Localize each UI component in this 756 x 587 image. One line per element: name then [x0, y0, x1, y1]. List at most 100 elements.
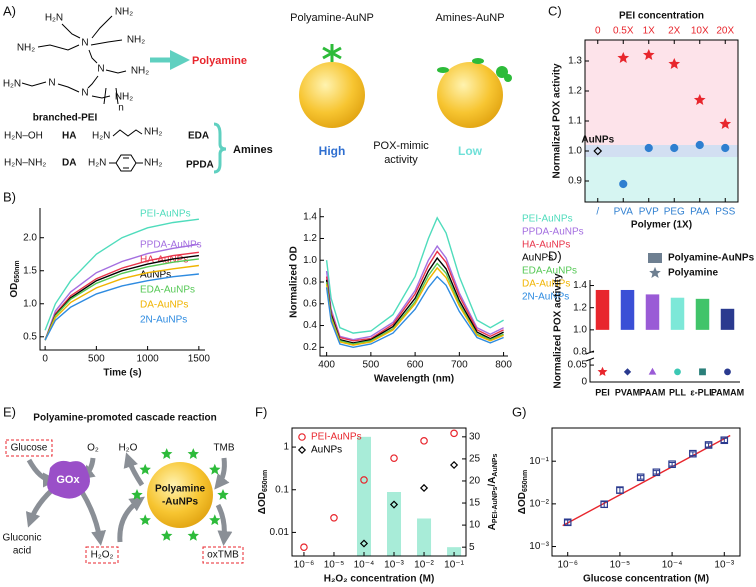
- point: [699, 368, 706, 376]
- repeat-bracket: [103, 87, 119, 105]
- y-axis-title-part: 650nm: [522, 470, 529, 492]
- data-line: [44, 273, 199, 341]
- legend-label: AuNPs: [522, 253, 553, 264]
- point: [693, 94, 706, 106]
- error-bar: [689, 451, 696, 457]
- error-bar: [616, 487, 623, 494]
- x-tick-label: PAAM: [640, 387, 666, 397]
- amines-label: Amines: [233, 144, 273, 156]
- legend-label: EDA-AuNPs: [522, 266, 577, 277]
- legend-label: DA-AuNPs: [140, 300, 188, 311]
- amine-formula: H₂N: [88, 158, 106, 169]
- point: [636, 473, 645, 482]
- ligand-star: [217, 489, 229, 500]
- skeleton: [21, 15, 127, 99]
- point: [674, 368, 681, 376]
- data-line: [325, 275, 504, 349]
- point: [623, 368, 632, 376]
- activity-caption: POX-mimic: [373, 140, 429, 152]
- legend-label: HA-AuNPs: [522, 240, 570, 251]
- y-tick-label: 2.0: [23, 232, 37, 243]
- pei-structure: H₂N NH₂ NH₂ N NH₂ H₂N N N NH₂ N NH₂ n: [3, 7, 149, 114]
- enzyme-label: GOx: [56, 474, 80, 486]
- point: [616, 486, 624, 494]
- ligand-star: [161, 529, 173, 541]
- top-tick-label: 10X: [691, 26, 709, 37]
- x-tick-label: PEG: [664, 207, 685, 218]
- x-tick-label: /: [596, 207, 599, 218]
- x-tick-label: 800: [495, 360, 512, 371]
- point: [389, 500, 399, 509]
- panel-label: F): [255, 404, 267, 419]
- y-tick-label: 1.0: [303, 255, 317, 266]
- fit-line: [562, 434, 731, 527]
- dashed-box: [85, 546, 119, 564]
- region-base: [585, 145, 738, 157]
- legend-label: AuNPs: [140, 270, 171, 281]
- product: H₂O₂: [91, 550, 114, 561]
- point: [298, 433, 306, 441]
- brace: [213, 122, 227, 174]
- bar: [387, 492, 402, 556]
- amine-formula: NH₂: [144, 127, 162, 138]
- ligand-star: [187, 448, 199, 459]
- ligand-stars: [131, 448, 229, 541]
- point: [390, 454, 398, 462]
- legend-label: 2N-AuNPs: [522, 292, 569, 303]
- y-tick-label: 1.1: [568, 116, 582, 127]
- axis-frame: [291, 427, 467, 557]
- y2-axis-title-part: /A: [487, 477, 498, 487]
- x-tick-label: PAMAM: [711, 387, 744, 397]
- y-tick-label: 10⁻³: [529, 541, 549, 552]
- x-tick-label: 10⁻²: [414, 560, 434, 571]
- point: [359, 539, 369, 548]
- arrow: [79, 490, 106, 546]
- data-line: [44, 218, 199, 331]
- amine-name: DA: [62, 158, 76, 169]
- y-tick-label: 25: [469, 454, 481, 465]
- ligand-star: [131, 489, 143, 500]
- region-low: [585, 157, 738, 202]
- data-line: [325, 256, 504, 344]
- arrow: [215, 503, 233, 546]
- reagent: Glucose: [11, 443, 48, 454]
- top-tick-label: 1X: [643, 26, 656, 37]
- panel-label: C): [548, 3, 562, 18]
- y-axis-title-part: OD: [9, 283, 20, 298]
- point: [330, 514, 338, 522]
- arrow: [117, 496, 145, 543]
- nanoparticle: [437, 62, 503, 128]
- activity-caption: activity: [384, 154, 418, 166]
- ligand: [504, 74, 512, 82]
- point: [360, 476, 368, 484]
- point: [450, 429, 458, 438]
- arrow: [214, 457, 230, 490]
- y-axis-title-part: ΔOD: [517, 492, 528, 514]
- y-tick-label: 0.1: [275, 484, 289, 495]
- x-tick-label: 10⁻⁶: [557, 560, 578, 571]
- ligand: [472, 58, 484, 64]
- y-tick-label: 10: [469, 520, 481, 531]
- y2-axis-title-part: A: [487, 523, 498, 530]
- y-tick-label: 1.4: [573, 280, 587, 291]
- y-axis-title: OD650nm: [9, 260, 22, 297]
- dashed-box: [5, 439, 53, 457]
- y-tick-label: 0.01: [270, 527, 290, 538]
- amine-name: EDA: [188, 131, 209, 142]
- data-line: [325, 216, 504, 334]
- y-tick-label: 10⁻²: [529, 499, 549, 510]
- bar: [620, 289, 635, 330]
- nanoparticle: [299, 62, 365, 128]
- nanozyme-label: -AuNPs: [162, 497, 199, 508]
- amine-formula: H₂N: [92, 131, 110, 142]
- x-tick-label: ε-PLL: [690, 387, 715, 397]
- y-tick-label: 0.2: [303, 342, 317, 353]
- atom-label: NH₂: [115, 7, 133, 18]
- y-axis-title: ΔOD650nm: [517, 470, 530, 514]
- atom-label: N: [81, 38, 88, 49]
- bar: [356, 436, 371, 556]
- y-axis-title: Normalized OD: [289, 246, 300, 318]
- point: [649, 266, 661, 279]
- y-tick-label: 0.6: [303, 298, 317, 309]
